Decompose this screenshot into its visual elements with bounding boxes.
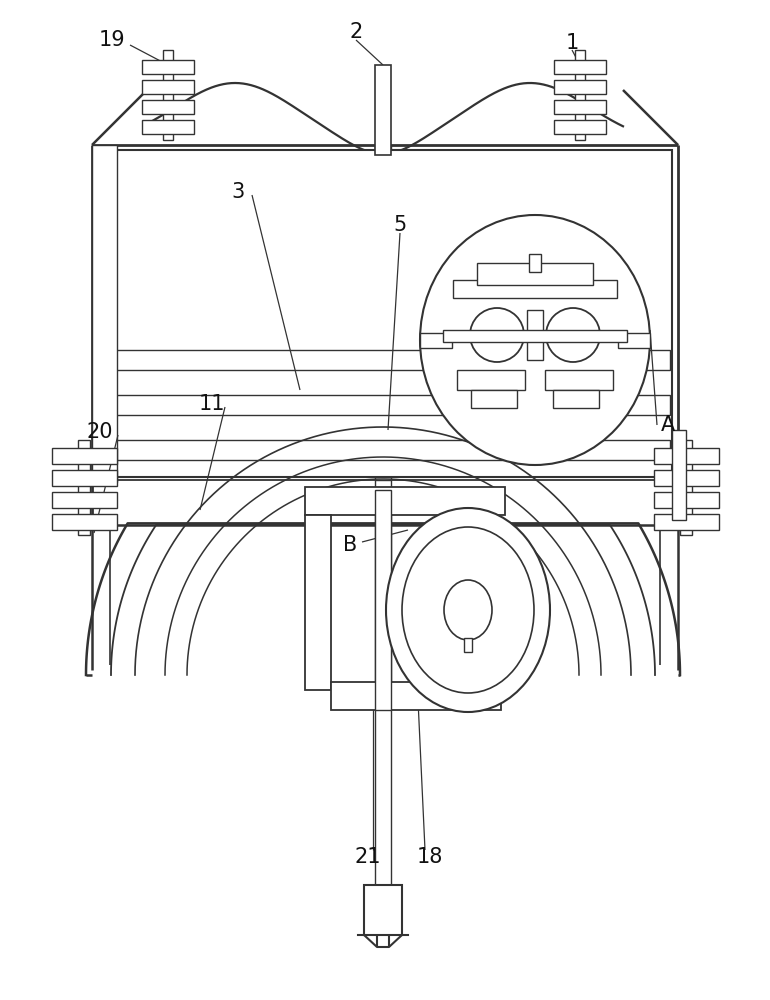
Circle shape <box>546 308 600 362</box>
Bar <box>618 333 650 348</box>
Bar <box>375 145 391 480</box>
Bar <box>142 80 194 94</box>
Bar <box>554 100 606 114</box>
Bar <box>477 263 593 285</box>
Bar <box>142 120 194 134</box>
Bar <box>100 395 670 415</box>
Ellipse shape <box>444 580 492 640</box>
Bar <box>545 370 613 390</box>
Bar <box>554 60 606 74</box>
Bar <box>527 310 543 360</box>
Bar <box>142 60 194 74</box>
Bar <box>52 448 116 464</box>
Bar <box>471 390 517 408</box>
Bar <box>78 440 90 535</box>
Bar <box>52 514 116 530</box>
Bar <box>654 514 718 530</box>
Text: 20: 20 <box>87 422 113 442</box>
Bar <box>375 490 391 710</box>
Text: 11: 11 <box>199 394 226 414</box>
Bar <box>92 145 117 482</box>
Bar <box>453 280 617 298</box>
Bar <box>163 50 173 140</box>
Bar <box>575 50 585 140</box>
Bar <box>457 370 525 390</box>
Bar <box>375 480 391 525</box>
Bar <box>100 350 670 370</box>
Bar <box>654 470 718 486</box>
Text: 1: 1 <box>565 33 578 53</box>
Bar <box>680 440 692 535</box>
Ellipse shape <box>402 527 534 693</box>
Circle shape <box>470 308 524 362</box>
Bar <box>52 470 116 486</box>
Text: 5: 5 <box>393 215 407 235</box>
Bar <box>420 333 452 348</box>
Bar <box>554 120 606 134</box>
Text: 18: 18 <box>417 847 444 867</box>
Bar <box>100 440 670 460</box>
Text: 21: 21 <box>355 847 381 867</box>
Text: 19: 19 <box>99 30 126 50</box>
Bar <box>331 682 501 710</box>
Bar <box>305 515 331 690</box>
Bar <box>654 492 718 508</box>
Ellipse shape <box>386 508 550 712</box>
Bar <box>443 330 627 342</box>
Bar <box>554 80 606 94</box>
Bar <box>305 487 505 515</box>
Bar <box>375 65 391 155</box>
Bar <box>364 885 402 935</box>
Text: B: B <box>343 535 357 555</box>
Text: 2: 2 <box>350 22 363 42</box>
Bar <box>654 448 718 464</box>
Bar <box>142 100 194 114</box>
Bar <box>553 390 599 408</box>
Text: A: A <box>661 415 675 435</box>
Text: 3: 3 <box>231 182 245 202</box>
Bar <box>464 638 472 652</box>
Ellipse shape <box>420 215 650 465</box>
Bar <box>98 150 672 477</box>
Bar <box>672 430 686 520</box>
Bar <box>52 492 116 508</box>
Bar <box>529 254 541 272</box>
